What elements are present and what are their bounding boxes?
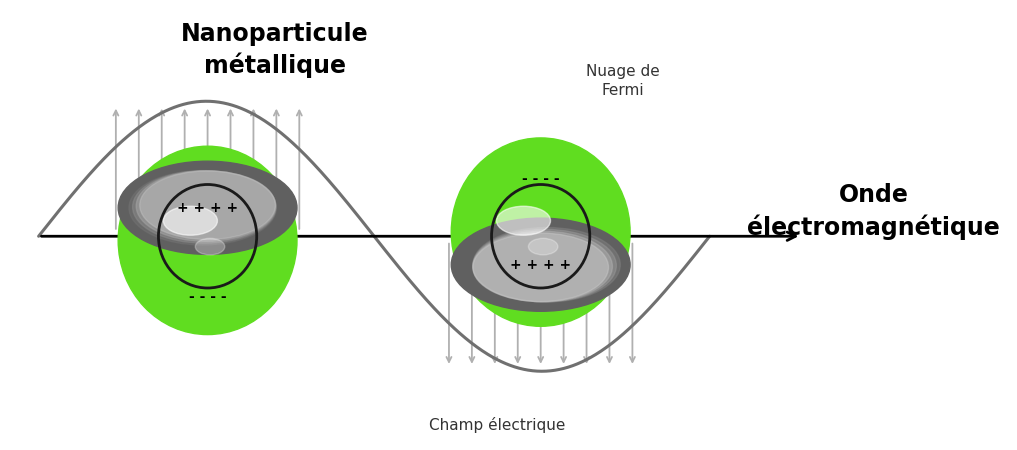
Ellipse shape	[490, 185, 579, 279]
Ellipse shape	[452, 218, 631, 311]
Ellipse shape	[491, 184, 590, 288]
Ellipse shape	[159, 184, 256, 288]
Text: - - - -: - - - -	[522, 172, 559, 186]
Text: Nuage de
Fermi: Nuage de Fermi	[586, 64, 660, 98]
Ellipse shape	[473, 227, 620, 302]
Text: + + + +: + + + +	[177, 201, 238, 215]
Ellipse shape	[164, 206, 218, 235]
Ellipse shape	[452, 138, 631, 326]
Ellipse shape	[118, 146, 297, 335]
Ellipse shape	[492, 185, 589, 287]
Ellipse shape	[136, 171, 276, 241]
Text: - - - -: - - - -	[189, 290, 227, 304]
Ellipse shape	[491, 185, 584, 283]
Ellipse shape	[473, 231, 612, 302]
Ellipse shape	[529, 238, 558, 255]
Ellipse shape	[142, 166, 273, 306]
Ellipse shape	[160, 185, 255, 287]
Ellipse shape	[492, 185, 587, 285]
Text: + + + +: + + + +	[511, 258, 572, 272]
Ellipse shape	[496, 206, 550, 235]
Ellipse shape	[118, 161, 297, 254]
Ellipse shape	[491, 185, 582, 281]
Text: Nanoparticule
métallique: Nanoparticule métallique	[181, 22, 369, 78]
Ellipse shape	[132, 171, 276, 243]
Ellipse shape	[158, 185, 248, 281]
Ellipse shape	[476, 166, 605, 306]
Text: Champ électrique: Champ électrique	[429, 417, 565, 433]
Ellipse shape	[158, 185, 246, 279]
Ellipse shape	[473, 233, 608, 302]
Ellipse shape	[159, 185, 251, 283]
Ellipse shape	[159, 185, 253, 285]
Ellipse shape	[129, 171, 277, 245]
Text: Onde
électromagnétique: Onde électromagnétique	[747, 183, 1000, 240]
Ellipse shape	[195, 238, 225, 255]
Ellipse shape	[473, 230, 616, 302]
Ellipse shape	[139, 171, 276, 239]
